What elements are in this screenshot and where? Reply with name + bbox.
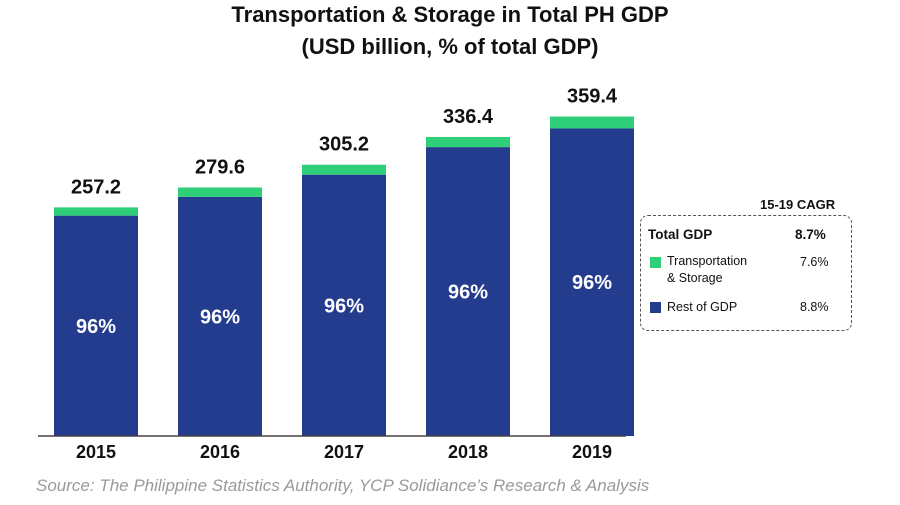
bar-rest-2016 — [178, 196, 262, 436]
bar-rest-2019 — [550, 128, 634, 436]
share-label-2017: 96% — [324, 295, 364, 317]
source-note: Source: The Philippine Statistics Author… — [36, 476, 650, 495]
x-tick-2017: 2017 — [324, 442, 364, 462]
share-label-2019: 96% — [572, 272, 612, 294]
legend-value-rest: 8.8% — [800, 300, 829, 314]
total-label-2017: 305.2 — [319, 134, 369, 156]
bar-rest-2015 — [54, 215, 138, 436]
legend-item-transport-line2: & Storage — [667, 271, 723, 285]
legend-swatch-rest — [650, 302, 661, 313]
total-label-2015: 257.2 — [71, 176, 121, 198]
legend-total-value: 8.7% — [795, 227, 826, 242]
bar-rest-2018 — [426, 147, 510, 436]
legend-value-transport: 7.6% — [800, 255, 829, 269]
bar-transport-2016 — [178, 187, 262, 197]
chart-subtitle: (USD billion, % of total GDP) — [301, 34, 599, 59]
share-label-2015: 96% — [76, 316, 116, 338]
x-tick-2015: 2015 — [76, 442, 116, 462]
x-tick-2016: 2016 — [200, 442, 240, 462]
legend-box — [640, 215, 852, 331]
x-tick-2019: 2019 — [572, 442, 612, 462]
bar-transport-2018 — [426, 136, 510, 148]
total-label-2018: 336.4 — [443, 106, 494, 128]
legend-header: 15-19 CAGR — [760, 197, 836, 212]
legend-swatch-transport — [650, 257, 661, 268]
bar-transport-2015 — [54, 207, 138, 216]
legend-item-rest: Rest of GDP — [667, 300, 738, 314]
legend-item-transport-line1: Transportation — [667, 254, 748, 268]
x-tick-2018: 2018 — [448, 442, 488, 462]
total-label-2019: 359.4 — [567, 86, 618, 108]
bar-transport-2017 — [302, 164, 386, 175]
total-label-2016: 279.6 — [195, 156, 245, 178]
legend-total-label: Total GDP — [648, 227, 713, 242]
bar-rest-2017 — [302, 174, 386, 436]
share-label-2018: 96% — [448, 282, 488, 304]
chart-title: Transportation & Storage in Total PH GDP — [231, 2, 669, 27]
share-label-2016: 96% — [200, 306, 240, 328]
legend-item-transport: Transportation & Storage — [667, 253, 747, 287]
bar-transport-2019 — [550, 116, 634, 129]
